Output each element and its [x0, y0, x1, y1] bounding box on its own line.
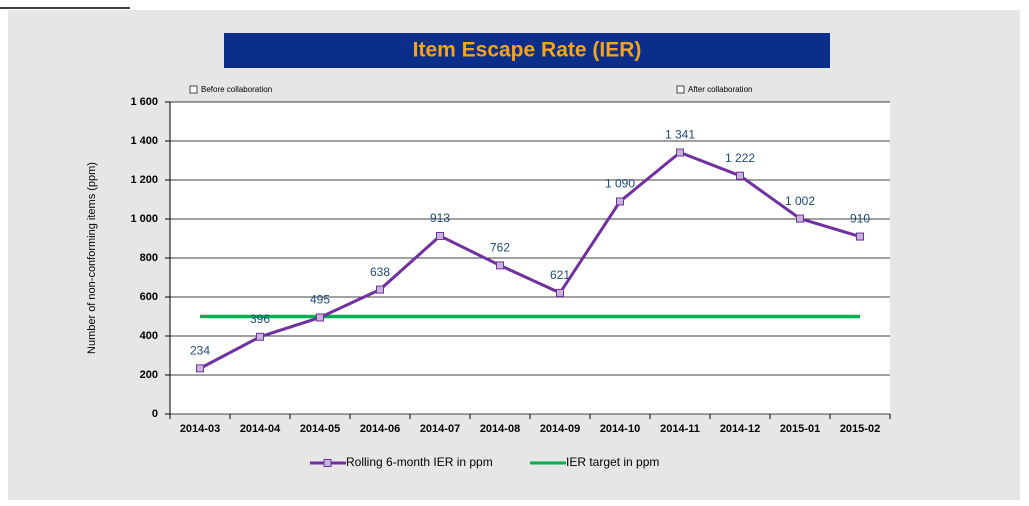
point-marker	[736, 171, 744, 180]
data-label: 1 341	[665, 128, 695, 142]
x-tick-label: 2014-11	[660, 423, 700, 435]
x-tick-label: 2014-06	[360, 423, 400, 435]
point-marker	[436, 231, 444, 240]
data-label: 621	[550, 268, 570, 282]
x-tick-label: 2014-07	[420, 423, 460, 435]
point-marker	[796, 214, 804, 223]
x-tick-label: 2014-03	[180, 423, 220, 435]
x-tick-label: 2014-10	[600, 423, 640, 435]
data-label: 396	[250, 312, 270, 326]
title-bar	[224, 33, 830, 68]
chart-title: Item Escape Rate (IER)	[413, 39, 642, 62]
x-tick-label: 2015-02	[840, 423, 880, 435]
y-tick-label: 1 600	[130, 96, 158, 108]
legend-marker	[323, 459, 332, 467]
data-label: 1 002	[785, 194, 815, 208]
point-marker	[496, 261, 504, 270]
x-tick-label: 2014-05	[300, 423, 340, 435]
legend-label: IER target in ppm	[566, 455, 659, 469]
data-label: 913	[430, 211, 450, 225]
x-tick-label: 2014-04	[240, 423, 281, 435]
y-tick-label: 1 200	[130, 174, 158, 186]
x-tick-label: 2014-12	[720, 423, 760, 435]
point-marker	[376, 285, 384, 294]
point-marker	[616, 197, 624, 206]
data-label: 1 090	[605, 177, 635, 191]
data-label: 495	[310, 293, 330, 307]
y-axis-label: Number of non-conforming items (ppm)	[86, 162, 98, 354]
point-marker	[556, 288, 564, 297]
data-label: 762	[490, 241, 510, 255]
annotation: After collaboration	[688, 85, 752, 94]
y-tick-label: 0	[152, 408, 158, 420]
y-tick-label: 1 000	[130, 213, 158, 225]
x-tick-label: 2015-01	[780, 423, 820, 435]
legend-label: Rolling 6-month IER in ppm	[346, 455, 493, 469]
checkbox	[189, 85, 198, 94]
data-label: 910	[850, 212, 870, 226]
point-marker	[856, 232, 864, 241]
y-tick-label: 400	[140, 330, 158, 342]
y-tick-label: 600	[140, 291, 158, 303]
data-label: 234	[190, 344, 210, 358]
annotation: Before collaboration	[201, 85, 272, 94]
data-label: 638	[370, 265, 390, 279]
x-tick-label: 2014-09	[540, 423, 580, 435]
data-label: 1 222	[725, 151, 755, 165]
point-marker	[196, 364, 204, 373]
y-tick-label: 800	[140, 252, 158, 264]
point-marker	[676, 148, 684, 157]
series-line	[199, 150, 861, 370]
x-tick-label: 2014-08	[480, 423, 520, 435]
point-marker	[256, 332, 264, 341]
y-tick-label: 200	[140, 369, 158, 381]
checkbox	[676, 85, 685, 94]
y-tick-label: 1 400	[130, 135, 158, 147]
point-marker	[316, 313, 324, 322]
